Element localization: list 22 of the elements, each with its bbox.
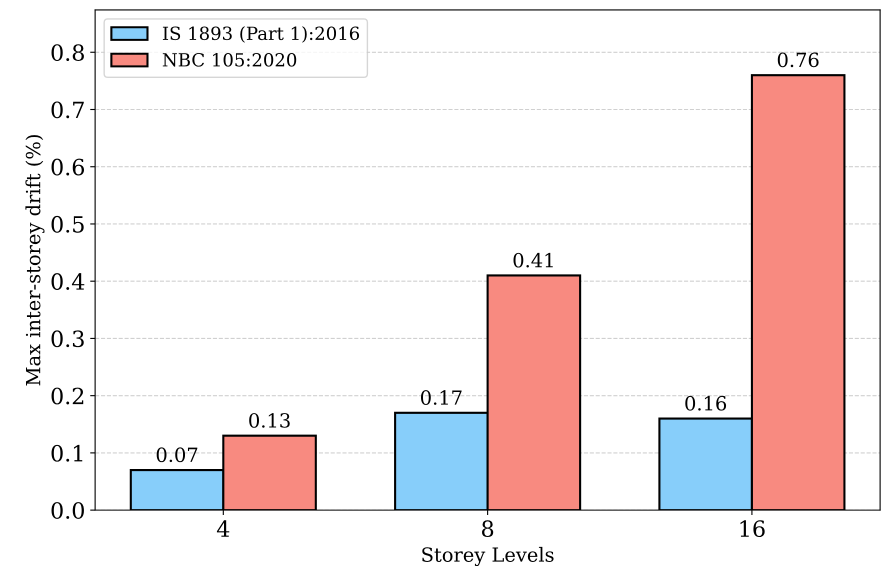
x-tick-label: 8 — [482, 520, 494, 538]
x-axis-title: Storey Levels — [422, 546, 554, 566]
data-label: 0.76 — [778, 52, 819, 68]
data-label: 0.17 — [421, 390, 462, 405]
y-tick-label: 0.2 — [52, 388, 84, 404]
x-tick-label: 4 — [216, 520, 230, 537]
data-label: 0.07 — [156, 447, 198, 462]
y-axis-title: Max inter-storey drift (%) — [25, 135, 45, 386]
y-tick-label: 0.0 — [52, 502, 84, 519]
y-tick-label: 0.4 — [52, 273, 84, 290]
y-tick-label: 0.8 — [52, 44, 84, 62]
data-label: 0.41 — [514, 252, 553, 268]
data-label: 0.13 — [249, 413, 290, 428]
legend-label: IS 1893 (Part 1):2016 — [162, 26, 360, 43]
y-tick-label: 0.5 — [52, 216, 84, 233]
y-tick-label: 0.1 — [52, 444, 82, 462]
y-tick-label: 0.3 — [52, 330, 84, 348]
y-tick-label: 0.7 — [52, 101, 84, 118]
y-tick-label: 0.6 — [52, 158, 84, 176]
x-tick-label: 16 — [740, 520, 765, 538]
data-label: 0.16 — [685, 396, 726, 411]
legend-label: NBC 105:2020 — [162, 52, 296, 67]
